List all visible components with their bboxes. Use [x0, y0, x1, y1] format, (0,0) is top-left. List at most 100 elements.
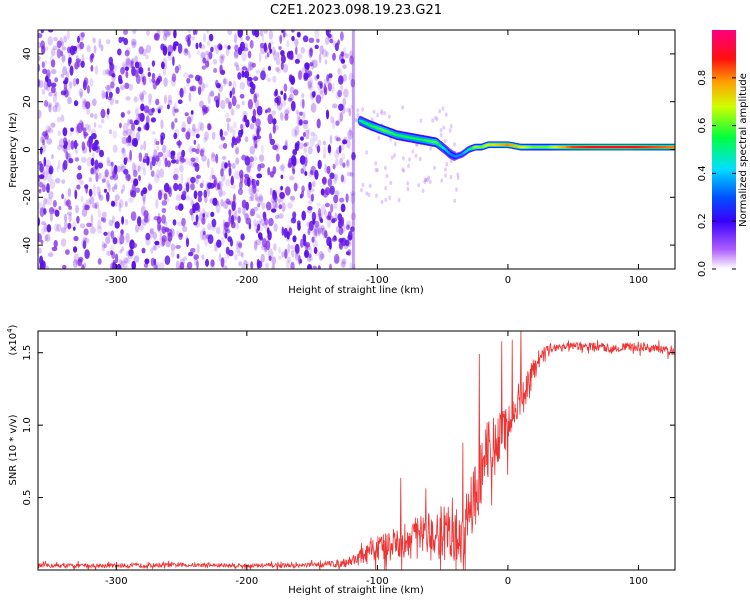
noise-speckle — [245, 119, 250, 128]
noise-speckle — [153, 137, 158, 146]
noise-speckle — [110, 81, 115, 89]
noise-speckle — [81, 208, 88, 217]
noise-speckle — [299, 99, 305, 108]
noise-speckle — [242, 117, 246, 123]
noise-speckle — [100, 217, 104, 222]
noise-speckle — [46, 224, 52, 233]
noise-speckle — [317, 208, 322, 218]
noise-speckle — [313, 228, 318, 239]
noise-speckle — [106, 231, 113, 237]
noise-speckle — [190, 197, 194, 206]
noise-speckle — [91, 133, 97, 140]
noise-speckle — [318, 53, 322, 64]
noise-speckle — [75, 122, 79, 133]
noise-speckle — [380, 199, 384, 205]
noise-speckle — [428, 179, 432, 184]
noise-speckle — [91, 98, 97, 107]
noise-speckle — [261, 238, 267, 248]
noise-speckle — [97, 162, 104, 169]
noise-speckle — [282, 30, 286, 38]
noise-speckle — [97, 219, 102, 230]
noise-speckle — [419, 118, 423, 123]
noise-speckle — [88, 177, 92, 183]
noise-speckle — [217, 92, 221, 103]
noise-speckle — [148, 93, 153, 102]
noise-speckle — [393, 141, 397, 147]
noise-speckle — [317, 265, 321, 269]
noise-speckle — [258, 215, 262, 223]
noise-speckle — [328, 33, 334, 40]
noise-speckle — [83, 262, 87, 268]
noise-speckle — [122, 63, 128, 74]
noise-speckle — [254, 192, 258, 201]
noise-speckle — [60, 90, 67, 96]
noise-speckle — [170, 243, 176, 251]
noise-speckle — [141, 218, 147, 226]
noise-speckle — [281, 251, 285, 258]
noise-speckle — [316, 202, 321, 207]
noise-speckle — [123, 260, 127, 269]
noise-speckle — [159, 168, 164, 178]
snr-series-line — [38, 331, 675, 570]
noise-speckle — [77, 35, 80, 44]
noise-speckle — [129, 119, 133, 125]
noise-speckle — [114, 182, 118, 190]
noise-speckle — [101, 90, 106, 100]
noise-speckle — [133, 255, 140, 263]
noise-speckle — [90, 113, 94, 118]
snr-frame — [37, 330, 676, 571]
noise-speckle — [294, 38, 299, 47]
noise-speckle — [247, 61, 252, 72]
noise-speckle — [256, 105, 263, 116]
noise-speckle — [44, 46, 49, 51]
noise-speckle — [271, 110, 277, 116]
noise-speckle — [101, 178, 106, 183]
noise-speckle — [189, 85, 195, 92]
noise-speckle — [77, 175, 83, 182]
noise-speckle — [68, 213, 72, 223]
noise-speckle — [81, 146, 88, 154]
noise-speckle — [142, 191, 146, 202]
noise-speckle — [283, 92, 287, 101]
noise-speckle — [311, 193, 314, 202]
noise-speckle — [195, 175, 199, 185]
noise-speckle — [64, 34, 67, 43]
noise-speckle — [177, 183, 183, 192]
noise-speckle — [190, 157, 196, 162]
noise-speckle — [206, 40, 211, 46]
y-tick-label: -40 — [22, 237, 33, 253]
noise-speckle — [194, 30, 198, 35]
noise-speckle — [348, 230, 353, 238]
noise-speckle — [62, 36, 68, 43]
noise-speckle — [140, 103, 145, 112]
noise-speckle — [287, 97, 293, 102]
noise-speckle — [153, 149, 158, 159]
noise-speckle — [229, 126, 234, 134]
noise-speckle — [73, 246, 78, 253]
noise-speckle — [166, 160, 171, 168]
noise-speckle — [49, 179, 56, 190]
noise-speckle — [334, 173, 338, 181]
noise-speckle — [319, 87, 324, 95]
noise-speckle — [101, 241, 106, 252]
noise-speckle — [255, 69, 261, 74]
noise-speckle — [295, 247, 301, 257]
noise-speckle — [199, 100, 204, 109]
noise-speckle — [335, 226, 339, 233]
noise-speckle — [390, 155, 394, 160]
noise-speckle — [94, 201, 100, 210]
noise-speckle — [249, 196, 253, 202]
noise-speckle — [175, 205, 179, 211]
noise-speckle — [265, 240, 271, 251]
noise-speckle — [292, 235, 297, 243]
noise-speckle — [310, 131, 315, 137]
noise-speckle — [342, 47, 347, 56]
noise-speckle — [161, 235, 167, 243]
noise-speckle — [155, 79, 159, 86]
noise-speckle — [120, 189, 124, 194]
noise-speckle — [233, 33, 238, 44]
noise-speckle — [118, 259, 123, 264]
noise-speckle — [320, 253, 325, 259]
noise-speckle — [106, 156, 111, 164]
noise-speckle — [332, 163, 336, 170]
